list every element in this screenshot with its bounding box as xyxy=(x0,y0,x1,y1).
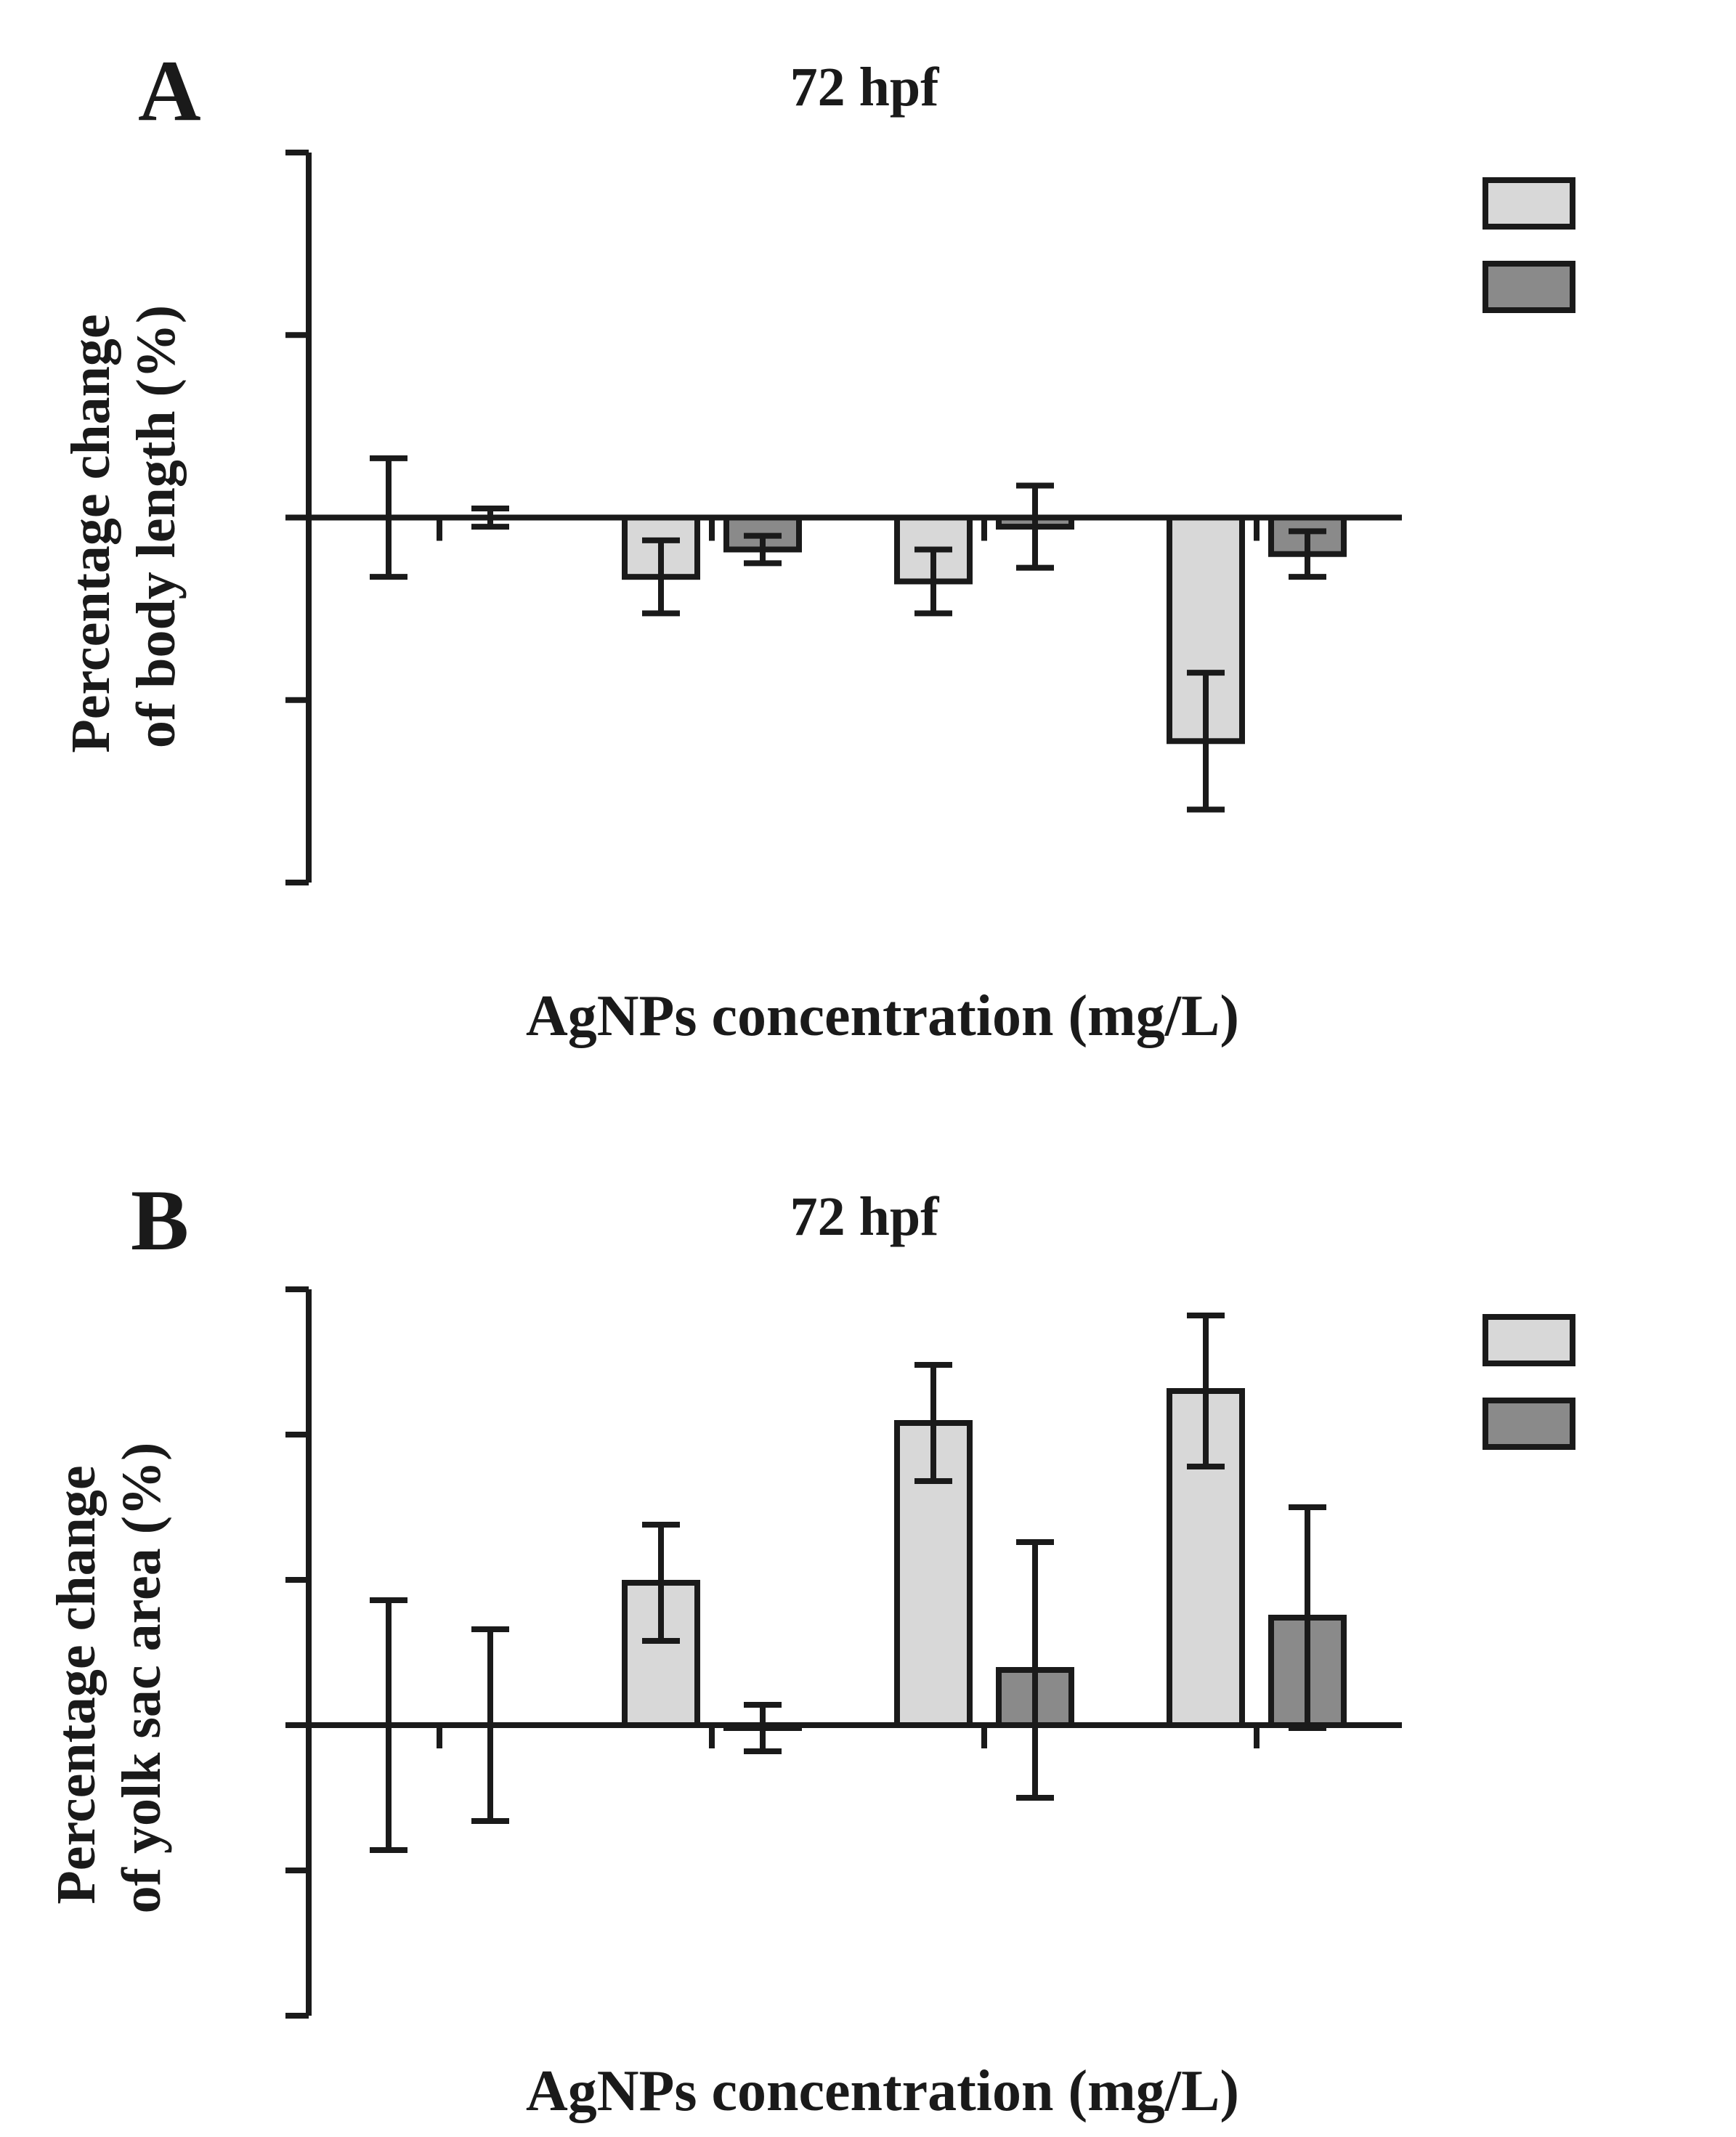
legend-swatch-s10 xyxy=(1483,261,1575,313)
y-axis-label-line-2: of body length (%) xyxy=(126,305,187,748)
x-axis-label: AgNPs concentration (mg/L) xyxy=(526,2059,1239,2123)
chart-title: 72 hpf xyxy=(790,1186,941,1247)
plot-area xyxy=(285,150,1402,885)
legend-swatch-s4 xyxy=(1483,177,1575,230)
y-axis-label: Percentage change of yolk sac area (%) xyxy=(46,1443,172,1914)
plot-area xyxy=(285,1286,1402,2019)
panel-label: A xyxy=(138,42,201,139)
y-axis-label-line-1: Percentage change xyxy=(46,1465,107,1904)
chart-title: 72 hpf xyxy=(790,57,941,118)
y-axis-label: Percentage change of body length (%) xyxy=(60,300,187,753)
y-axis-label-line-2: of yolk sac area (%) xyxy=(111,1443,172,1914)
panel-a: A 72 hpf Percentage change of body lengt… xyxy=(60,42,1575,1048)
panel-b: B 72 hpf Percentage change of yolk sac a… xyxy=(46,1172,1575,2123)
legend xyxy=(1483,1314,1575,1450)
x-axis-label: AgNPs concentration (mg/L) xyxy=(526,984,1239,1048)
legend-swatch-s10 xyxy=(1483,1398,1575,1450)
y-axis-label-line-1: Percentage change xyxy=(60,314,121,753)
panel-label: B xyxy=(131,1172,189,1268)
legend-swatch-s4 xyxy=(1483,1314,1575,1366)
legend xyxy=(1483,177,1575,313)
